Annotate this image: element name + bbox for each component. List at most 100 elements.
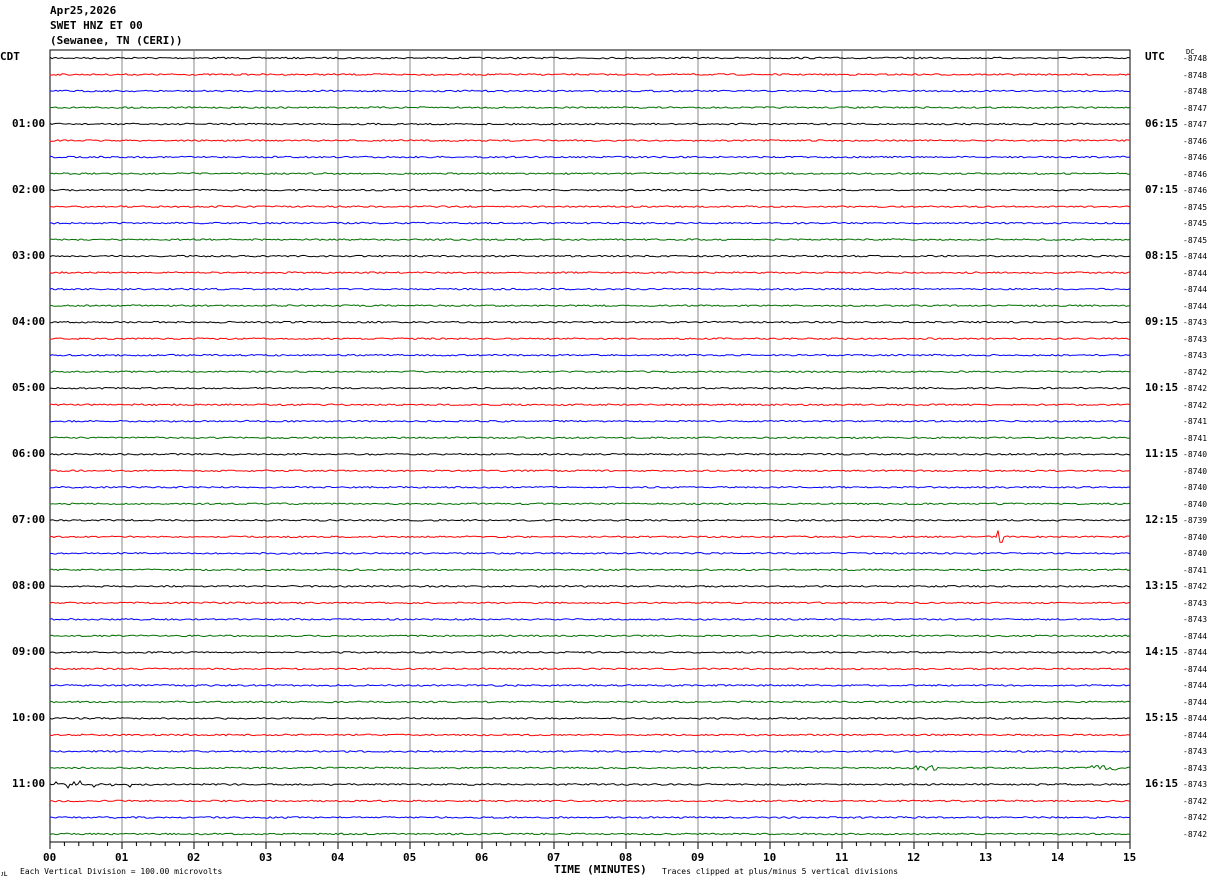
date-label: Apr25,2026 (50, 4, 117, 17)
trace (49, 271, 1131, 275)
dc-offset-label: -8747 (1183, 120, 1208, 130)
trace (49, 89, 1130, 93)
dc-offset-label: -8745 (1183, 219, 1208, 229)
right-hour-label: 07:15 (1145, 183, 1179, 197)
left-hour-label: 11:00 (12, 777, 46, 791)
right-hour-label: 14:15 (1145, 645, 1179, 659)
clip-note: Traces clipped at plus/minus 5 vertical … (662, 867, 899, 876)
trace (49, 650, 1131, 654)
dc-offset-label: -8743 (1183, 351, 1208, 361)
trace (49, 155, 1131, 159)
trace (49, 139, 1131, 142)
trace (49, 386, 1131, 390)
dc-offset-label: -8743 (1183, 747, 1208, 757)
dc-offset-label: -8742 (1183, 813, 1208, 823)
trace (49, 601, 1131, 605)
trace (49, 568, 1131, 572)
dc-offset-label: -8741 (1183, 565, 1208, 575)
dc-offset-label: -8742 (1183, 384, 1208, 394)
x-tick-label: 14 (1051, 851, 1065, 864)
trace (49, 287, 1131, 291)
dc-offset-label: -8740 (1183, 499, 1208, 509)
dc-offset-label: -8746 (1183, 136, 1208, 146)
trace (49, 188, 1131, 192)
right-hour-label: 16:15 (1145, 777, 1179, 791)
dc-offset-label: -8744 (1183, 252, 1208, 262)
x-tick-label: 00 (43, 851, 57, 864)
scale-icon: ᴊʟ (1, 869, 9, 878)
dc-offset-label: -8740 (1183, 483, 1208, 493)
trace (49, 56, 1131, 60)
left-hour-label: 03:00 (12, 249, 46, 263)
trace (49, 832, 1131, 836)
dc-offset-label: -8743 (1183, 615, 1208, 625)
left-hour-label: 01:00 (12, 117, 46, 131)
dc-offset-label: -8745 (1183, 202, 1208, 212)
trace (49, 469, 1131, 473)
x-tick-label: 11 (835, 851, 849, 864)
trace (49, 403, 1131, 407)
right-hour-label: 08:15 (1145, 249, 1179, 263)
left-hour-label: 05:00 (12, 381, 46, 395)
dc-offset-label: -8744 (1183, 268, 1208, 278)
left-hour-label: 09:00 (12, 645, 46, 659)
x-tick-label: 06 (475, 851, 489, 864)
trace (49, 764, 1130, 772)
x-tick-label: 03 (259, 851, 273, 864)
x-tick-label: 08 (619, 851, 633, 864)
right-hour-label: 09:15 (1145, 315, 1179, 329)
trace (49, 254, 1131, 258)
trace (49, 749, 1131, 753)
trace (49, 320, 1131, 324)
dc-offset-label: -8744 (1183, 631, 1208, 641)
dc-offset-label: -8744 (1183, 697, 1208, 707)
x-tick-label: 12 (907, 851, 921, 864)
trace (49, 816, 1131, 819)
dc-offset-label: -8741 (1183, 417, 1208, 427)
trace (49, 551, 1131, 555)
dc-offset-label: -8743 (1183, 334, 1208, 344)
x-tick-label: 04 (331, 851, 345, 864)
trace (49, 518, 1131, 522)
left-hour-label: 02:00 (12, 183, 46, 197)
station-label: SWET HNZ ET 00 (50, 19, 143, 32)
dc-offset-label: -8743 (1183, 780, 1208, 790)
trace (49, 221, 1131, 225)
trace (49, 733, 1131, 737)
dc-offset-label: -8746 (1183, 186, 1208, 196)
x-tick-label: 13 (979, 851, 993, 864)
left-hour-label: 04:00 (12, 315, 46, 329)
dc-offset-label: -8742 (1183, 367, 1208, 377)
trace (49, 584, 1131, 588)
right-hour-label: 13:15 (1145, 579, 1179, 593)
dc-offset-label: -8740 (1183, 532, 1208, 542)
left-axis-label: CDT (0, 50, 20, 63)
dc-offset-label: -8743 (1183, 763, 1208, 773)
right-hour-label: 10:15 (1145, 381, 1179, 395)
x-tick-label: 15 (1123, 851, 1137, 864)
right-hour-label: 11:15 (1145, 447, 1179, 461)
trace (49, 436, 1131, 440)
trace (49, 304, 1130, 308)
dc-offset-label: -8748 (1183, 87, 1208, 97)
location-label: (Sewanee, TN (CERI)) (50, 34, 183, 47)
trace (49, 122, 1131, 126)
x-tick-label: 10 (763, 851, 777, 864)
trace (49, 716, 1131, 720)
dc-offset-label: -8743 (1183, 598, 1208, 608)
left-hour-label: 10:00 (12, 711, 46, 725)
dc-offset-label: -8740 (1183, 466, 1208, 476)
dc-label: DC (1186, 48, 1195, 56)
x-tick-label: 02 (187, 851, 201, 864)
dc-offset-label: -8746 (1183, 169, 1208, 179)
plot-frame (49, 49, 1131, 843)
dc-offset-label: -8742 (1183, 796, 1208, 806)
dc-offset-label: -8742 (1183, 400, 1208, 410)
x-tick-label: 01 (115, 851, 129, 864)
trace (49, 370, 1131, 374)
trace (49, 799, 1131, 803)
trace (49, 238, 1131, 242)
x-tick-label: 09 (691, 851, 705, 864)
